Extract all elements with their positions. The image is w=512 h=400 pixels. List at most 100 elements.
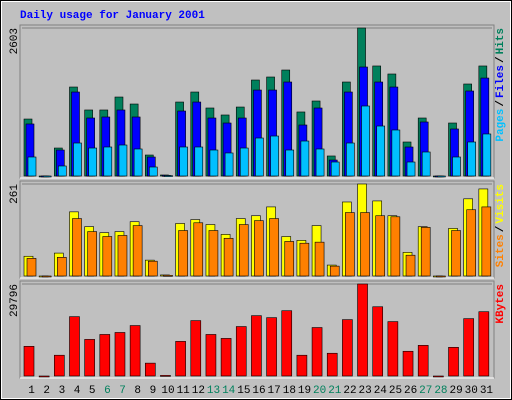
bar bbox=[114, 332, 126, 377]
bar bbox=[84, 339, 95, 377]
legend-entry: Hits bbox=[495, 28, 507, 54]
bar bbox=[314, 241, 325, 277]
bar bbox=[376, 125, 386, 177]
bar bbox=[193, 222, 204, 277]
bar bbox=[179, 146, 188, 177]
bar bbox=[330, 161, 340, 177]
bar bbox=[451, 230, 461, 277]
x-tick-label: 27 bbox=[419, 385, 432, 397]
bar bbox=[448, 347, 459, 377]
x-tick-label: 1 bbox=[28, 385, 35, 397]
x-tick-label: 30 bbox=[465, 385, 478, 397]
bar bbox=[102, 236, 113, 277]
x-tick-label: 15 bbox=[237, 385, 250, 397]
bar bbox=[482, 133, 492, 177]
bar bbox=[417, 345, 429, 377]
legend-entry: Sites bbox=[495, 234, 507, 267]
bar bbox=[239, 147, 249, 177]
bar bbox=[402, 350, 414, 377]
bar bbox=[478, 311, 490, 377]
bar bbox=[209, 149, 219, 177]
bar bbox=[421, 151, 431, 177]
bar bbox=[38, 375, 50, 378]
bar bbox=[284, 241, 295, 277]
bar bbox=[235, 326, 247, 377]
x-tick-label: 23 bbox=[359, 385, 372, 397]
x-tick-label: 29 bbox=[449, 385, 462, 397]
bar bbox=[69, 316, 80, 377]
bar bbox=[223, 237, 234, 277]
x-tick-label: 5 bbox=[89, 385, 96, 397]
x-tick-label: 13 bbox=[207, 385, 220, 397]
legend: Pages / Files / Hits bbox=[495, 28, 507, 142]
bar bbox=[281, 310, 293, 377]
x-tick-label: 2 bbox=[43, 385, 50, 397]
bar bbox=[255, 137, 264, 177]
bar bbox=[99, 334, 111, 377]
x-tick-label: 9 bbox=[150, 385, 157, 397]
x-tick-label: 16 bbox=[252, 385, 265, 397]
bar bbox=[326, 352, 338, 377]
x-tick-label: 17 bbox=[268, 385, 281, 397]
bar bbox=[266, 317, 277, 377]
bar bbox=[23, 346, 35, 377]
x-tick-label: 11 bbox=[177, 385, 191, 397]
bar bbox=[72, 218, 82, 277]
legend: KBytes bbox=[495, 284, 507, 324]
legend-entry: KBytes bbox=[495, 284, 507, 324]
bar bbox=[160, 375, 171, 377]
bar bbox=[254, 220, 264, 277]
x-tick-label: 24 bbox=[374, 385, 388, 397]
bar bbox=[342, 319, 353, 377]
x-tick-label: 6 bbox=[104, 385, 111, 397]
bar bbox=[238, 224, 249, 277]
x-tick-label: 8 bbox=[134, 385, 141, 397]
x-tick-label: 12 bbox=[192, 385, 205, 397]
bar bbox=[26, 258, 37, 277]
bar bbox=[390, 216, 401, 277]
bar bbox=[129, 325, 141, 377]
x-tick-label: 18 bbox=[283, 385, 296, 397]
x-tick-label: 10 bbox=[161, 385, 174, 397]
x-tick-label: 21 bbox=[328, 385, 342, 397]
bar bbox=[285, 149, 295, 177]
bar bbox=[224, 152, 234, 177]
legend-entry: Visits bbox=[495, 184, 507, 224]
bar bbox=[311, 327, 323, 377]
bar bbox=[315, 148, 325, 177]
bar bbox=[391, 129, 401, 177]
bar bbox=[103, 146, 113, 177]
bar bbox=[463, 318, 474, 377]
bar bbox=[269, 218, 279, 277]
x-tick-label: 26 bbox=[404, 385, 417, 397]
x-tick-label: 25 bbox=[389, 385, 402, 397]
bar bbox=[175, 341, 186, 377]
bar bbox=[148, 166, 158, 177]
x-tick-label: 22 bbox=[343, 385, 356, 397]
y-tick-label: 29796 bbox=[9, 284, 21, 317]
bar bbox=[87, 231, 97, 277]
bar bbox=[147, 260, 158, 277]
bar bbox=[436, 275, 446, 278]
bar bbox=[452, 156, 461, 177]
bar bbox=[178, 230, 188, 277]
bar bbox=[375, 215, 386, 277]
chart-title: Daily usage for January 2001 bbox=[20, 10, 205, 22]
legend-entry: Pages bbox=[495, 109, 507, 142]
bar bbox=[42, 175, 52, 178]
bar bbox=[73, 142, 82, 177]
bar bbox=[54, 354, 65, 377]
legend-separator: / bbox=[495, 225, 507, 232]
bar bbox=[88, 147, 97, 177]
x-tick-label: 28 bbox=[434, 385, 447, 397]
bar bbox=[190, 320, 202, 377]
bar bbox=[208, 230, 219, 277]
x-tick-label: 19 bbox=[298, 385, 311, 397]
bar bbox=[357, 283, 368, 377]
bar bbox=[27, 156, 37, 177]
bar bbox=[296, 354, 308, 377]
bar bbox=[194, 146, 204, 177]
bar bbox=[467, 141, 476, 177]
